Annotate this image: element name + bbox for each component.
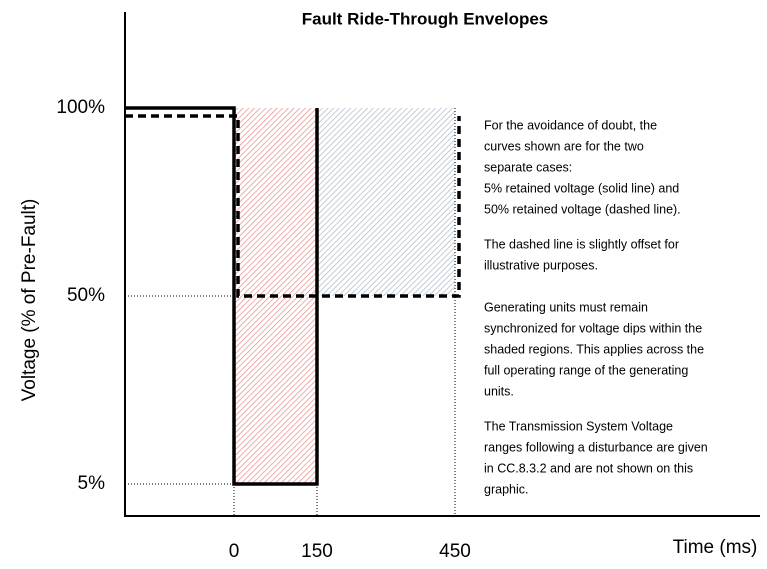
- annotation-line: in CC.8.3.2 and are not shown on this: [484, 461, 693, 475]
- annotation-line: shaded regions. This applies across the: [484, 342, 704, 356]
- annotation-line: separate cases:: [484, 160, 572, 174]
- annotation-line: graphic.: [484, 482, 528, 496]
- chart-title: Fault Ride-Through Envelopes: [302, 9, 549, 28]
- annotation-line: 5% retained voltage (solid line) and: [484, 181, 679, 195]
- annotation-line: units.: [484, 384, 514, 398]
- y-tick-label: 5%: [78, 473, 106, 494]
- annotation-line: 50% retained voltage (dashed line).: [484, 202, 681, 216]
- annotation-line: illustrative purposes.: [484, 258, 598, 272]
- x-tick-label: 150: [301, 541, 333, 562]
- annotation-line: curves shown are for the two: [484, 139, 644, 153]
- annotation-line: The Transmission System Voltage: [484, 419, 673, 433]
- annotation-line: The dashed line is slightly offset for: [484, 237, 679, 251]
- y-axis-label: Voltage (% of Pre-Fault): [19, 199, 40, 402]
- annotation-line: For the avoidance of doubt, the: [484, 118, 657, 132]
- dashed-envelope: [125, 114, 461, 298]
- annotation-line: synchronized for voltage dips within the: [484, 321, 702, 335]
- annotation-line: ranges following a disturbance are given: [484, 440, 708, 454]
- x-tick-label: 450: [439, 541, 471, 562]
- annotation-line: Generating units must remain: [484, 300, 648, 314]
- x-axis-label: Time (ms): [673, 537, 758, 558]
- shaded-region: [317, 108, 455, 296]
- y-tick-label: 100%: [56, 97, 105, 118]
- y-tick-label: 50%: [67, 285, 105, 306]
- x-tick-label: 0: [229, 541, 240, 562]
- annotation-line: full operating range of the generating: [484, 363, 688, 377]
- solid-envelope: [125, 106, 319, 486]
